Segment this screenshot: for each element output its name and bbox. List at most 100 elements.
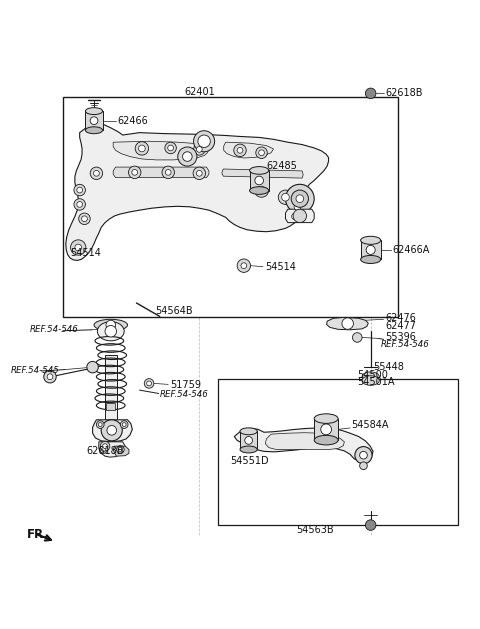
Circle shape bbox=[74, 199, 85, 210]
Ellipse shape bbox=[85, 127, 103, 134]
Polygon shape bbox=[222, 169, 303, 178]
Circle shape bbox=[44, 370, 56, 383]
Circle shape bbox=[96, 421, 104, 428]
Text: 54584A: 54584A bbox=[351, 420, 389, 430]
Text: 54514: 54514 bbox=[265, 262, 296, 272]
Circle shape bbox=[352, 333, 362, 342]
Polygon shape bbox=[286, 209, 314, 223]
Circle shape bbox=[178, 147, 197, 166]
Text: 62466: 62466 bbox=[117, 116, 148, 126]
Circle shape bbox=[75, 244, 82, 251]
Circle shape bbox=[105, 326, 117, 337]
Circle shape bbox=[259, 150, 264, 155]
Ellipse shape bbox=[360, 255, 381, 264]
Circle shape bbox=[117, 445, 124, 454]
Circle shape bbox=[193, 143, 205, 155]
Polygon shape bbox=[66, 123, 328, 260]
Circle shape bbox=[162, 166, 174, 179]
Circle shape bbox=[77, 187, 83, 193]
Circle shape bbox=[122, 423, 126, 426]
Circle shape bbox=[106, 320, 116, 330]
Bar bbox=[360, 240, 381, 259]
Circle shape bbox=[135, 142, 149, 155]
Circle shape bbox=[237, 147, 243, 153]
Ellipse shape bbox=[85, 108, 103, 114]
Text: 51759: 51759 bbox=[170, 381, 202, 391]
Polygon shape bbox=[113, 142, 209, 160]
Ellipse shape bbox=[362, 372, 379, 382]
Circle shape bbox=[139, 145, 145, 152]
Circle shape bbox=[103, 443, 108, 448]
Ellipse shape bbox=[360, 237, 381, 244]
Bar bbox=[63, 97, 398, 317]
Ellipse shape bbox=[240, 446, 257, 453]
Circle shape bbox=[74, 184, 85, 196]
Text: 62401: 62401 bbox=[184, 87, 215, 97]
Ellipse shape bbox=[250, 187, 269, 194]
Text: 62477: 62477 bbox=[385, 321, 416, 331]
Circle shape bbox=[291, 190, 309, 208]
Circle shape bbox=[291, 201, 304, 213]
Polygon shape bbox=[99, 442, 125, 457]
Text: 62618B: 62618B bbox=[87, 446, 124, 456]
Circle shape bbox=[198, 135, 210, 147]
Circle shape bbox=[82, 216, 87, 221]
Circle shape bbox=[132, 169, 138, 175]
Circle shape bbox=[360, 462, 367, 470]
Circle shape bbox=[254, 183, 269, 198]
Circle shape bbox=[100, 442, 110, 451]
Polygon shape bbox=[224, 142, 274, 158]
Bar bbox=[314, 418, 338, 440]
Circle shape bbox=[193, 131, 215, 152]
Ellipse shape bbox=[250, 167, 269, 174]
Circle shape bbox=[294, 203, 301, 210]
Ellipse shape bbox=[314, 414, 338, 423]
Circle shape bbox=[101, 420, 122, 441]
Text: REF.54-545: REF.54-545 bbox=[10, 367, 59, 376]
Circle shape bbox=[342, 318, 353, 330]
Text: 54501A: 54501A bbox=[357, 377, 395, 386]
Text: 62485: 62485 bbox=[266, 161, 297, 171]
Circle shape bbox=[100, 445, 108, 454]
Circle shape bbox=[144, 379, 154, 388]
Circle shape bbox=[77, 201, 83, 208]
Circle shape bbox=[147, 381, 152, 386]
Circle shape bbox=[119, 448, 122, 452]
Text: 55396: 55396 bbox=[385, 333, 416, 342]
Circle shape bbox=[196, 147, 202, 152]
Circle shape bbox=[360, 452, 367, 459]
Circle shape bbox=[90, 117, 98, 125]
Ellipse shape bbox=[94, 320, 128, 331]
Ellipse shape bbox=[314, 435, 338, 445]
Text: 62466A: 62466A bbox=[392, 245, 430, 255]
Circle shape bbox=[365, 88, 376, 99]
Circle shape bbox=[129, 166, 141, 179]
Text: 54551D: 54551D bbox=[230, 457, 269, 467]
Text: 54563B: 54563B bbox=[297, 525, 334, 535]
Polygon shape bbox=[113, 167, 209, 177]
Polygon shape bbox=[234, 428, 373, 462]
Circle shape bbox=[289, 210, 301, 223]
Circle shape bbox=[47, 374, 53, 379]
Text: REF.54-546: REF.54-546 bbox=[159, 391, 208, 399]
Circle shape bbox=[193, 167, 205, 179]
Text: REF.54-546: REF.54-546 bbox=[29, 325, 78, 335]
Circle shape bbox=[282, 193, 289, 201]
Circle shape bbox=[98, 423, 102, 426]
Bar bbox=[105, 355, 117, 420]
Circle shape bbox=[94, 170, 99, 176]
Circle shape bbox=[168, 145, 173, 151]
Circle shape bbox=[90, 167, 103, 179]
Circle shape bbox=[278, 190, 293, 204]
Text: 54514: 54514 bbox=[70, 248, 101, 259]
Circle shape bbox=[255, 176, 264, 185]
Text: 62618B: 62618B bbox=[385, 89, 422, 98]
Text: FR.: FR. bbox=[27, 528, 49, 541]
Bar bbox=[240, 431, 257, 450]
Text: 54564B: 54564B bbox=[155, 306, 192, 316]
Circle shape bbox=[165, 169, 171, 175]
Polygon shape bbox=[93, 420, 132, 442]
Circle shape bbox=[365, 520, 376, 530]
Ellipse shape bbox=[97, 321, 124, 341]
Circle shape bbox=[71, 240, 86, 255]
